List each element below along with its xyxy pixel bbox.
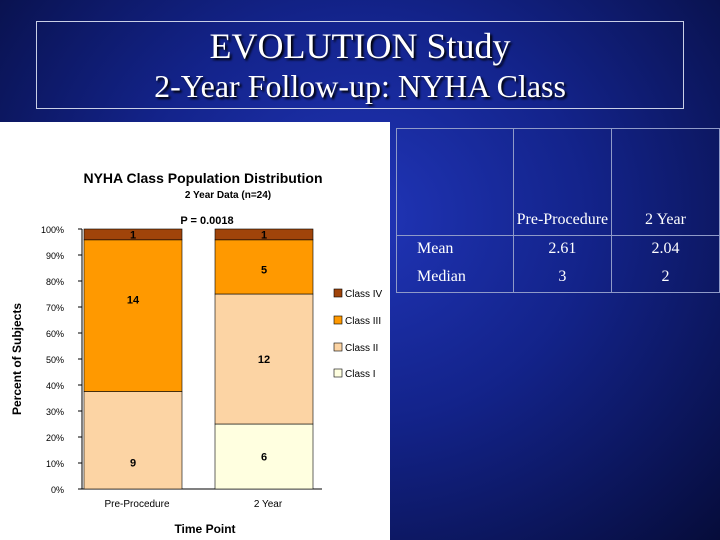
bar-segment [214,423,314,490]
legend-swatch [333,342,343,352]
row-label-mean: Mean [396,235,514,262]
cell-median-pre: 3 [512,262,612,293]
bar-segment [83,228,183,241]
bar-segment [83,239,183,392]
chart-title: NYHA Class Population Distribution [83,170,322,186]
stats-table: Pre-Procedure 2 Year Mean 2.61 2.04 Medi… [396,128,720,293]
bar-value-label: 6 [261,452,267,464]
y-tick-label: 80% [46,277,64,287]
bar-value-label: 9 [130,458,136,470]
cell-median-2year: 2 [610,262,720,293]
table-header-row: Pre-Procedure 2 Year [396,128,720,236]
x-tick-label: Pre-Procedure [104,499,169,510]
y-tick-label: 0% [51,485,64,495]
x-tick-label: 2 Year [254,499,283,510]
bar-segment [214,293,314,425]
legend-label: Class III [345,316,381,327]
chart-panel: NYHA Class Population Distribution 2 Year… [0,122,390,540]
legend-label: Class IV [345,289,383,300]
table-header-pre: Pre-Procedure [512,128,612,236]
y-tick-label: 90% [46,251,64,261]
bar-value-label: 1 [130,229,136,241]
y-tick-label: 60% [46,329,64,339]
slide-title: EVOLUTION Study [209,26,511,66]
x-axis-label: Time Point [174,522,235,536]
table-row-median: Median 3 2 [396,262,720,293]
legend-swatch [333,315,343,325]
bar-value-label: 12 [258,354,270,366]
legend-swatch [333,288,343,298]
p-value-annotation: P = 0.0018 [180,215,233,227]
y-tick-label: 20% [46,433,64,443]
legend-label: Class II [345,343,378,354]
y-tick-label: 70% [46,303,64,313]
bar-value-label: 1 [261,229,267,241]
table-header-2year: 2 Year [610,128,720,236]
chart-subtitle: 2 Year Data (n=24) [185,190,271,201]
legend-label: Class I [345,369,376,380]
title-box: EVOLUTION Study 2-Year Follow-up: NYHA C… [36,21,684,109]
table-row-mean: Mean 2.61 2.04 [396,235,720,262]
table-header-blank [396,128,514,236]
y-tick-label: 40% [46,381,64,391]
legend-swatch [333,368,343,378]
y-tick-label: 100% [41,225,64,235]
bar-segment [214,228,314,241]
bar-value-label: 14 [127,295,140,307]
y-tick-label: 10% [46,459,64,469]
stacked-bar-chart: NYHA Class Population Distribution 2 Year… [10,170,383,536]
row-label-median: Median [396,262,514,293]
y-tick-label: 50% [46,355,64,365]
slide-subtitle: 2-Year Follow-up: NYHA Class [154,68,566,104]
bar-value-label: 5 [261,264,267,276]
y-axis-label: Percent of Subjects [10,303,24,415]
y-tick-label: 30% [46,407,64,417]
cell-mean-pre: 2.61 [512,235,612,262]
cell-mean-2year: 2.04 [610,235,720,262]
bar-segment [83,391,183,490]
bar-segment [214,239,314,295]
